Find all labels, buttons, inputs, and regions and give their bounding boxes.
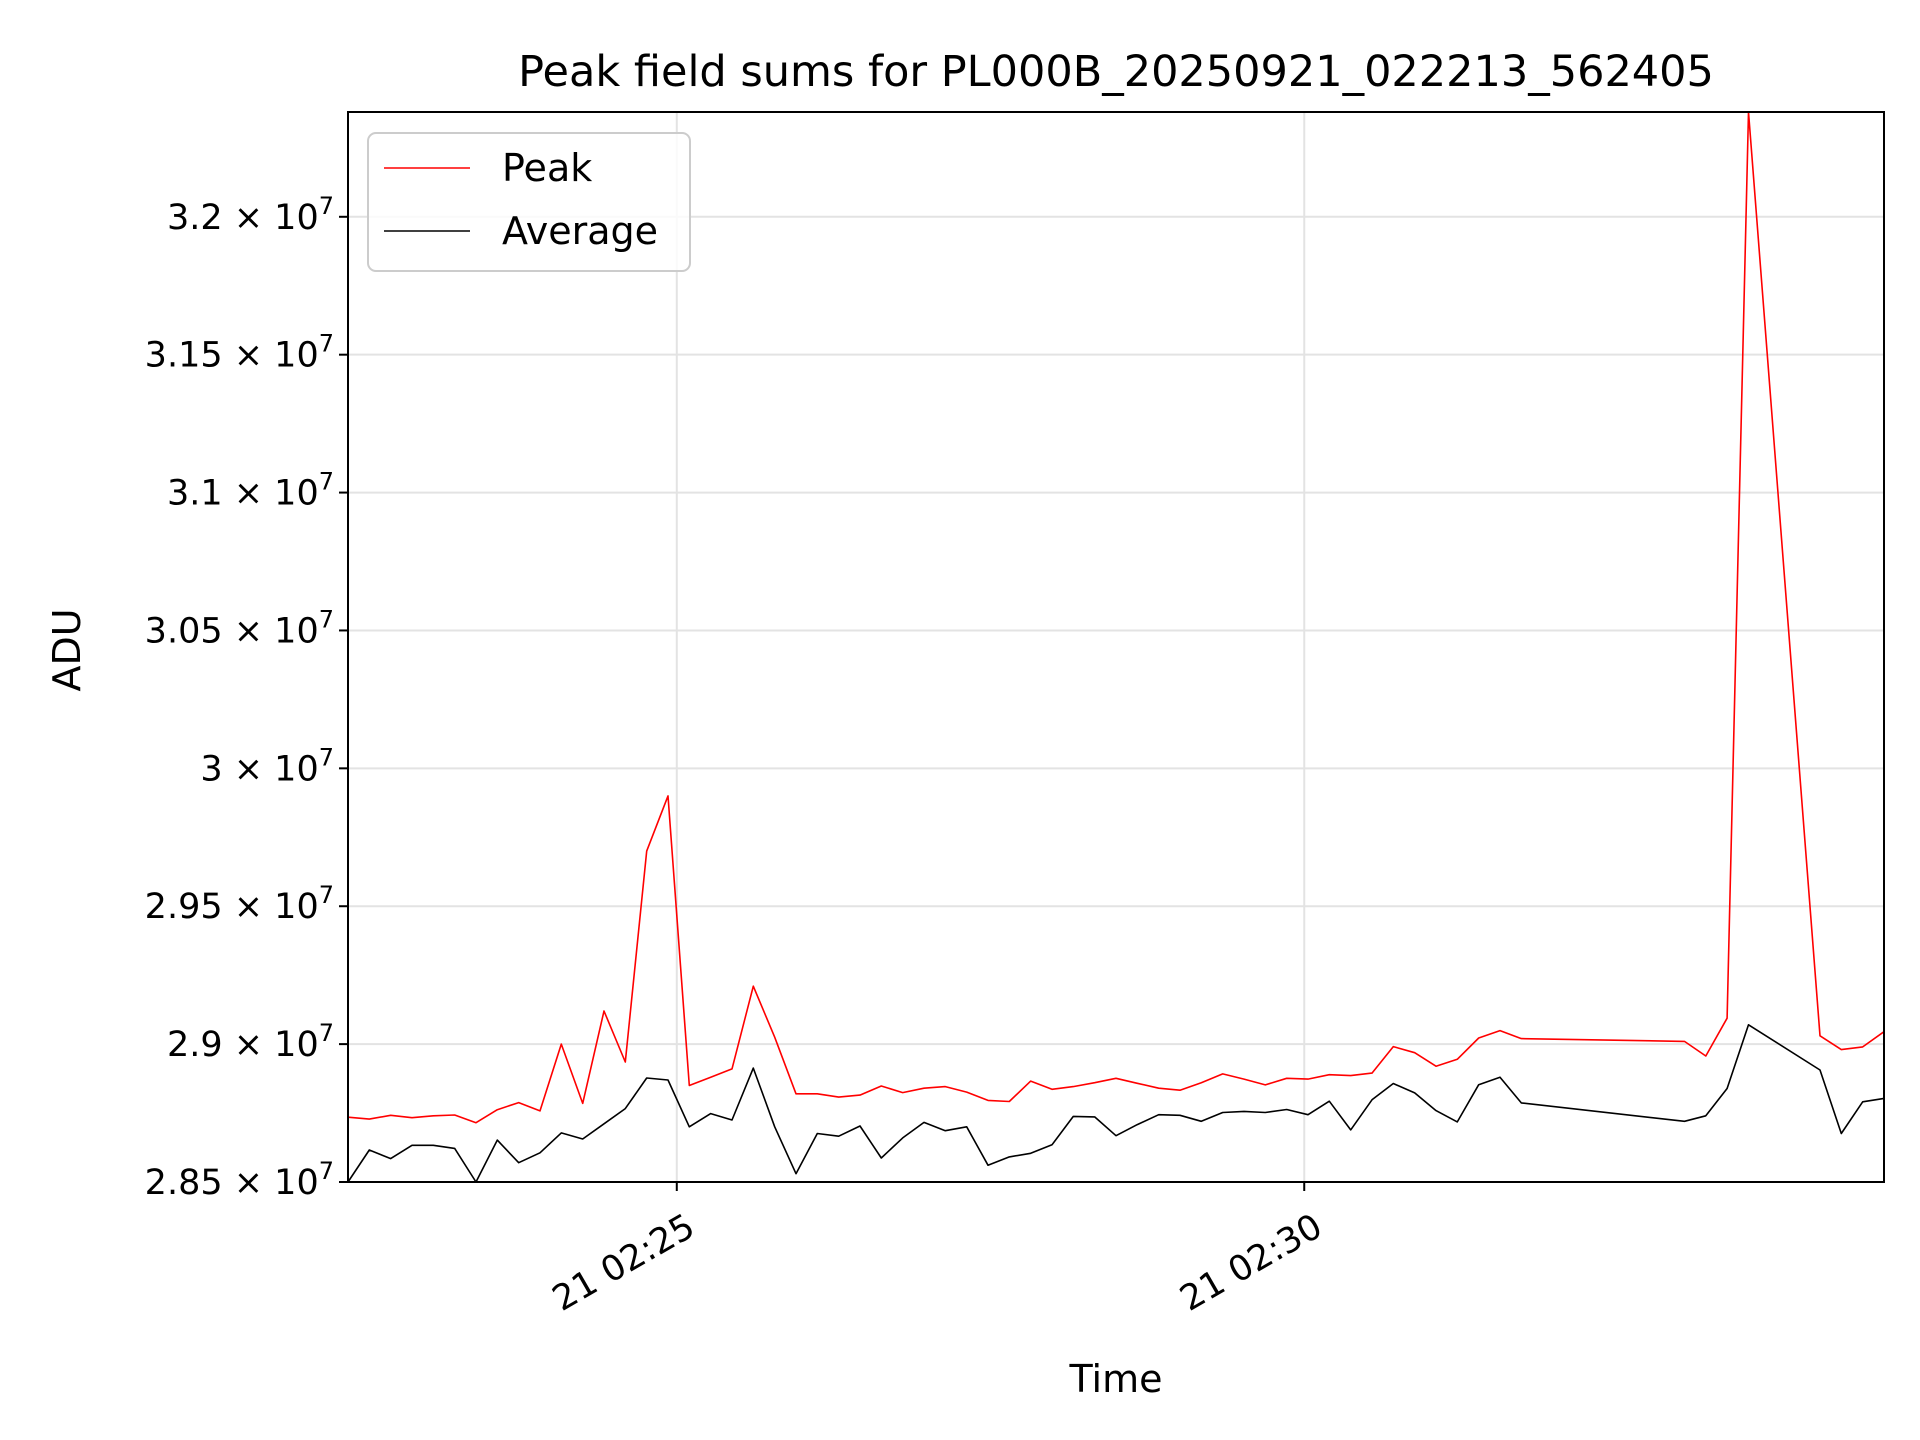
y-tick-label: 2.85 × 107 <box>145 1157 334 1203</box>
y-tick-label: 3 × 107 <box>200 743 334 789</box>
series-lines <box>347 111 1885 1183</box>
y-tick-label: 3.1 × 107 <box>167 468 334 514</box>
plot-frame <box>347 111 1885 1183</box>
y-tick-label: 3.2 × 107 <box>167 192 334 238</box>
chart-title: Peak field sums for PL000B_20250921_0222… <box>518 47 1714 97</box>
y-tick-label: 2.95 × 107 <box>145 881 334 927</box>
grid-lines <box>348 112 1884 1183</box>
y-tick-label: 3.15 × 107 <box>145 330 334 376</box>
x-axis-label: Time <box>1069 1357 1163 1401</box>
x-tick-label: 21 02:25 <box>546 1207 702 1320</box>
legend: Peak Average <box>367 132 691 272</box>
series-line-peak <box>347 111 1885 1124</box>
x-tick-label: 21 02:30 <box>1174 1207 1330 1320</box>
legend-label-peak: Peak <box>502 146 592 190</box>
y-tick-label: 3.05 × 107 <box>145 605 334 651</box>
series-line-average <box>347 1024 1885 1183</box>
y-tick-label: 2.9 × 107 <box>167 1019 334 1065</box>
y-axis-label: ADU <box>45 608 89 691</box>
legend-label-average: Average <box>502 209 658 253</box>
axis-ticks: 2.85 × 107 2.9 × 107 2.95 × 107 3 × 107 3.05… <box>145 192 1329 1320</box>
